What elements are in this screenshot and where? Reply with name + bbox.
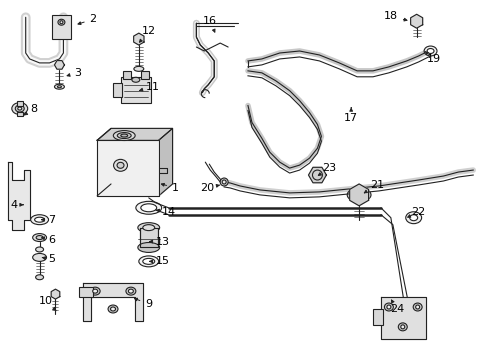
Text: 9: 9 — [134, 298, 152, 309]
Ellipse shape — [222, 180, 226, 184]
Bar — [113, 83, 122, 96]
Polygon shape — [97, 140, 159, 196]
Ellipse shape — [18, 107, 22, 110]
Ellipse shape — [36, 235, 43, 239]
Ellipse shape — [126, 287, 136, 295]
Ellipse shape — [424, 46, 437, 56]
Ellipse shape — [143, 258, 155, 264]
Bar — [373, 309, 383, 325]
Ellipse shape — [93, 289, 98, 293]
Polygon shape — [97, 129, 172, 140]
Text: 22: 22 — [408, 207, 426, 217]
Ellipse shape — [108, 305, 118, 313]
Polygon shape — [134, 33, 144, 45]
Ellipse shape — [398, 323, 407, 331]
Ellipse shape — [416, 305, 419, 309]
Text: 8: 8 — [24, 104, 37, 115]
Ellipse shape — [114, 159, 127, 171]
Ellipse shape — [58, 19, 65, 25]
Ellipse shape — [90, 287, 100, 295]
Ellipse shape — [128, 289, 133, 293]
Ellipse shape — [111, 307, 116, 311]
Bar — [17, 100, 23, 105]
Text: 7: 7 — [42, 215, 55, 225]
Ellipse shape — [15, 105, 24, 112]
Text: 1: 1 — [161, 183, 179, 193]
Ellipse shape — [136, 201, 162, 214]
Polygon shape — [350, 184, 368, 206]
Ellipse shape — [141, 204, 157, 212]
Text: 18: 18 — [384, 11, 407, 21]
Ellipse shape — [117, 162, 124, 168]
Bar — [79, 287, 93, 297]
Bar — [121, 77, 151, 103]
Text: 5: 5 — [42, 255, 55, 264]
Ellipse shape — [410, 215, 417, 221]
Ellipse shape — [387, 305, 391, 309]
Ellipse shape — [54, 84, 64, 89]
Bar — [17, 112, 23, 117]
Ellipse shape — [413, 303, 422, 311]
Ellipse shape — [33, 234, 47, 242]
Bar — [140, 228, 158, 247]
Text: 13: 13 — [149, 237, 170, 247]
Ellipse shape — [138, 223, 160, 233]
Ellipse shape — [347, 188, 371, 202]
Bar — [51, 15, 72, 39]
Text: 6: 6 — [42, 234, 55, 244]
Ellipse shape — [36, 247, 44, 252]
Ellipse shape — [132, 77, 140, 82]
Text: 11: 11 — [140, 82, 160, 92]
Text: 10: 10 — [39, 296, 56, 311]
Ellipse shape — [57, 86, 61, 88]
Ellipse shape — [36, 275, 44, 280]
Text: 23: 23 — [318, 163, 337, 175]
Ellipse shape — [121, 134, 128, 137]
Polygon shape — [159, 129, 172, 196]
Text: 3: 3 — [67, 68, 81, 78]
Ellipse shape — [138, 243, 160, 252]
Ellipse shape — [12, 103, 28, 114]
Text: 16: 16 — [203, 16, 217, 32]
Ellipse shape — [35, 217, 45, 222]
Bar — [141, 71, 149, 79]
Ellipse shape — [139, 256, 159, 267]
Text: 15: 15 — [149, 256, 170, 266]
Ellipse shape — [143, 225, 155, 231]
Text: 17: 17 — [344, 108, 358, 123]
Polygon shape — [83, 283, 143, 321]
Ellipse shape — [220, 178, 228, 186]
Ellipse shape — [401, 325, 405, 329]
Text: 14: 14 — [156, 207, 175, 217]
Text: 24: 24 — [390, 300, 404, 314]
Polygon shape — [8, 162, 30, 230]
Ellipse shape — [427, 49, 434, 54]
Ellipse shape — [385, 303, 393, 311]
Polygon shape — [381, 297, 426, 339]
Polygon shape — [309, 167, 326, 183]
Polygon shape — [54, 60, 64, 69]
Polygon shape — [51, 289, 60, 299]
Ellipse shape — [31, 215, 49, 225]
Text: 2: 2 — [78, 14, 97, 24]
Ellipse shape — [134, 66, 144, 71]
Text: 19: 19 — [425, 51, 441, 64]
Ellipse shape — [117, 132, 131, 139]
Text: 20: 20 — [200, 183, 220, 193]
Text: 21: 21 — [364, 180, 384, 193]
Text: 12: 12 — [140, 26, 156, 42]
Text: 4: 4 — [10, 200, 23, 210]
Ellipse shape — [60, 21, 63, 24]
Ellipse shape — [406, 212, 421, 224]
Ellipse shape — [113, 131, 135, 140]
Bar — [123, 71, 131, 79]
Polygon shape — [411, 14, 423, 28]
Ellipse shape — [33, 253, 47, 261]
